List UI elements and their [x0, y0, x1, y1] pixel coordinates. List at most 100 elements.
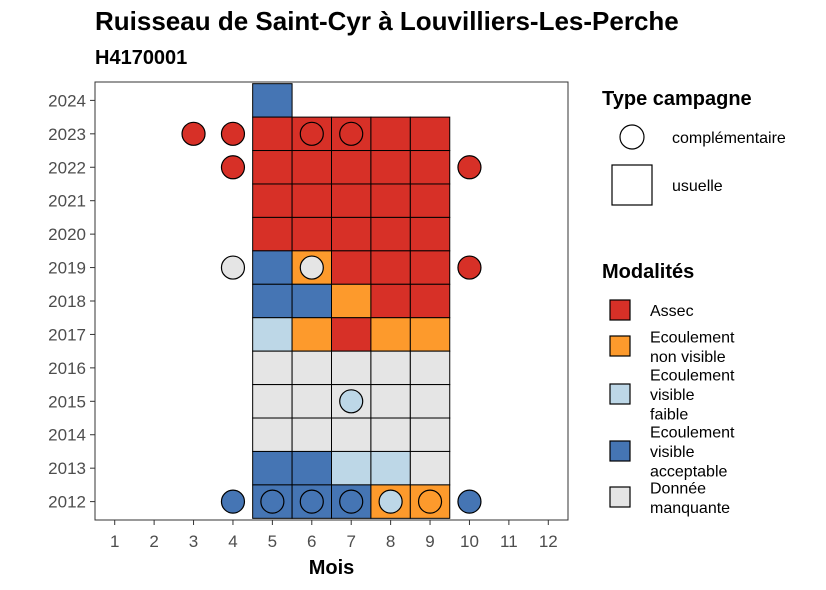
- tile-2020-5: [252, 216, 293, 252]
- tile-2021-7: [331, 183, 372, 218]
- y-tick-label-2012: 2012: [48, 493, 86, 512]
- tile-2022-6: [291, 150, 333, 185]
- tile-2019-8: [370, 250, 411, 285]
- legend-label-ecoulement_visible_faible-0: Ecoulement: [650, 368, 735, 385]
- tile-2016-6: [291, 350, 333, 386]
- x-tick-label-7: 7: [346, 532, 355, 551]
- legend-complementaire-label: complémentaire: [672, 130, 786, 147]
- tile-2013-5: [252, 450, 293, 486]
- point-2023-7: [339, 121, 364, 146]
- y-tick-label-2022: 2022: [48, 158, 86, 177]
- tile-2019-7: [331, 250, 372, 285]
- point-2012-7: [339, 489, 364, 514]
- y-tick-label-2021: 2021: [48, 192, 86, 211]
- tile-2022-5: [252, 150, 293, 185]
- tile-2016-5: [252, 350, 293, 386]
- x-tick-label-8: 8: [386, 532, 395, 551]
- tile-2023-5: [252, 116, 293, 152]
- legend-swatch-ecoulement_non_visible: [609, 335, 631, 357]
- x-tick-label-10: 10: [460, 532, 479, 551]
- tile-2014-8: [370, 417, 411, 452]
- tile-2021-6: [291, 183, 333, 218]
- tile-2022-8: [370, 150, 411, 185]
- y-tick-label-2014: 2014: [48, 426, 86, 445]
- legend-title-type-campagne: Type campagne: [602, 88, 752, 110]
- tile-2013-6: [291, 450, 333, 486]
- legend-swatch-ecoulement_visible_faible: [609, 383, 631, 405]
- tile-2017-7: [331, 317, 372, 352]
- y-tick-label-2018: 2018: [48, 292, 86, 311]
- tile-2015-6: [291, 384, 333, 419]
- tile-2021-5: [252, 183, 293, 218]
- legend-swatch-ecoulement_visible_acceptable: [609, 440, 631, 462]
- tile-2022-7: [331, 150, 372, 185]
- tile-2017-8: [370, 317, 411, 352]
- tile-2020-6: [291, 216, 333, 252]
- point-2012-6: [299, 489, 324, 514]
- tile-2017-9: [409, 317, 451, 352]
- y-tick-label-2020: 2020: [48, 225, 86, 244]
- tile-2014-7: [331, 417, 372, 452]
- tile-2014-6: [291, 417, 333, 452]
- chart-subtitle: H4170001: [95, 47, 188, 69]
- legend-label-assec-0: Assec: [650, 303, 694, 320]
- legend-label-ecoulement_non_visible-1: non visible: [650, 349, 726, 366]
- tile-2015-5: [252, 384, 293, 419]
- tile-2014-9: [409, 417, 451, 452]
- tile-2016-7: [331, 350, 372, 386]
- tile-2017-6: [291, 317, 333, 352]
- legend-swatch-assec: [609, 299, 631, 321]
- legend-label-ecoulement_visible_acceptable-0: Ecoulement: [650, 425, 735, 442]
- x-tick-label-9: 9: [425, 532, 434, 551]
- point-2023-6: [299, 121, 324, 146]
- point-2012-4: [220, 489, 246, 514]
- point-2023-3: [181, 121, 206, 146]
- tile-2018-7: [331, 283, 372, 319]
- y-tick-label-2023: 2023: [48, 125, 86, 144]
- point-2023-4: [220, 121, 246, 146]
- point-2022-4: [220, 155, 246, 180]
- tile-2015-9: [409, 384, 451, 419]
- tile-2020-8: [370, 216, 411, 252]
- point-2012-5: [260, 489, 285, 514]
- legend-label-donnee_manquante-1: manquante: [650, 500, 730, 517]
- y-tick-label-2013: 2013: [48, 459, 86, 478]
- tile-2013-7: [331, 450, 372, 486]
- y-tick-label-2017: 2017: [48, 325, 86, 344]
- legend-usuelle-label: usuelle: [672, 178, 723, 195]
- x-tick-label-2: 2: [149, 532, 158, 551]
- point-2012-8: [378, 489, 403, 514]
- point-2022-10: [457, 155, 482, 180]
- x-tick-label-12: 12: [539, 532, 558, 551]
- point-2012-10: [457, 489, 482, 514]
- tile-2016-9: [409, 350, 451, 386]
- y-tick-label-2019: 2019: [48, 259, 86, 278]
- tile-2023-8: [370, 116, 411, 152]
- tile-2013-8: [370, 450, 411, 486]
- legend-label-ecoulement_visible_faible-1: visible: [650, 387, 695, 404]
- tile-2019-5: [252, 250, 293, 285]
- tile-2018-6: [291, 283, 333, 319]
- x-tick-label-11: 11: [500, 532, 518, 551]
- tile-2017-5: [252, 317, 293, 352]
- point-2012-9: [417, 489, 443, 514]
- legend-complementaire-symbol: [619, 124, 645, 150]
- tile-2020-7: [331, 216, 372, 252]
- legend-title-modalites: Modalités: [602, 261, 694, 283]
- tile-2018-5: [252, 283, 293, 319]
- point-2015-7: [339, 389, 364, 414]
- x-tick-label-1: 1: [110, 532, 119, 551]
- tile-2020-9: [409, 216, 451, 252]
- legend-label-ecoulement_visible_acceptable-2: acceptable: [650, 464, 727, 481]
- legend-label-donnee_manquante-0: Donnée: [650, 480, 706, 497]
- legend-label-ecoulement_visible_faible-2: faible: [650, 407, 688, 424]
- point-2019-10: [457, 255, 482, 280]
- point-2019-4: [220, 255, 246, 280]
- tile-2024-5: [252, 83, 293, 118]
- point-2019-6: [299, 255, 324, 280]
- x-tick-label-3: 3: [189, 532, 198, 551]
- y-tick-label-2024: 2024: [48, 91, 86, 110]
- tile-2015-8: [370, 384, 411, 419]
- x-tick-label-6: 6: [307, 532, 316, 551]
